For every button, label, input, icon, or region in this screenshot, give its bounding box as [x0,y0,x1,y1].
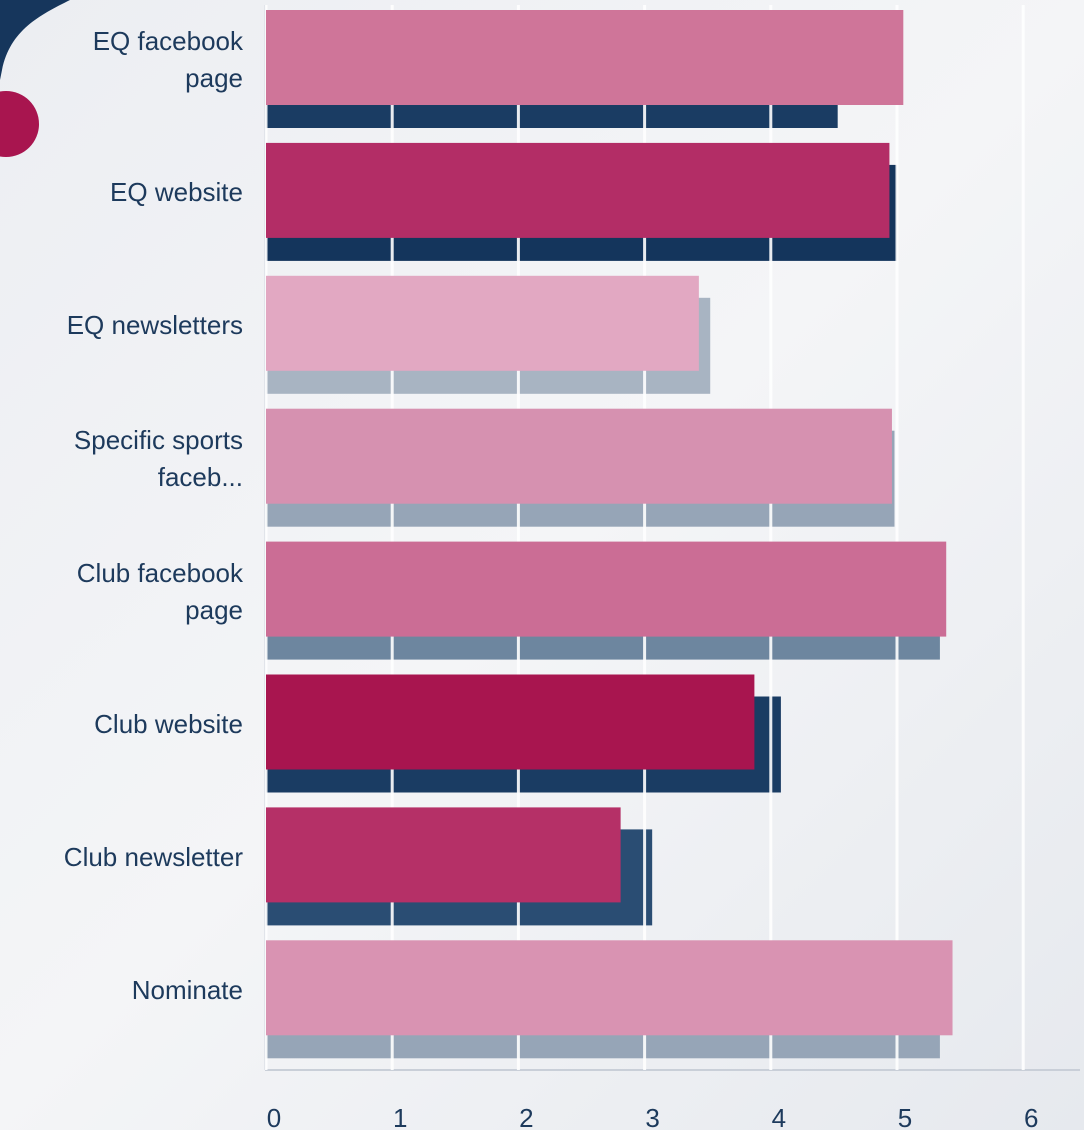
bar [266,408,892,504]
category-text: Club newsletter [63,841,243,872]
bar [266,10,904,105]
bar [266,807,621,903]
bar [266,275,699,371]
x-tick-label: 0 [267,1103,281,1130]
decor-dot [0,91,39,157]
x-tick-label: 3 [645,1103,659,1130]
category-text: Specific sports faceb... [73,424,243,492]
category-label: EQ website [0,143,243,243]
category-label: Club website [0,675,243,775]
front-bars [266,10,953,1036]
bar [266,541,947,637]
category-text: Nominate [131,974,243,1005]
x-tick-label: 5 [898,1103,912,1130]
category-text: EQ newsletters [66,310,243,341]
bar [266,940,953,1036]
category-text: Club website [94,709,243,739]
x-tick-label: 1 [393,1103,407,1130]
category-label: Club facebook page [0,542,243,642]
category-text: Club facebook page [76,557,243,625]
category-label: EQ newsletters [0,276,243,376]
bar [266,142,890,238]
x-tick-label: 6 [1024,1103,1038,1130]
category-label: EQ facebook page [0,10,243,110]
x-ticks: 0 1 2 3 4 5 6 [267,1103,1039,1130]
x-tick-label: 4 [772,1103,786,1130]
category-label: Nominate [0,940,243,1040]
category-text: EQ website [110,177,243,208]
x-tick-label: 2 [519,1103,533,1130]
category-label: Club newsletter [0,807,243,907]
category-label: Specific sports faceb... [0,409,243,509]
bar [266,674,755,770]
decor-swoosh [0,0,70,80]
category-text: EQ facebook page [92,26,243,93]
